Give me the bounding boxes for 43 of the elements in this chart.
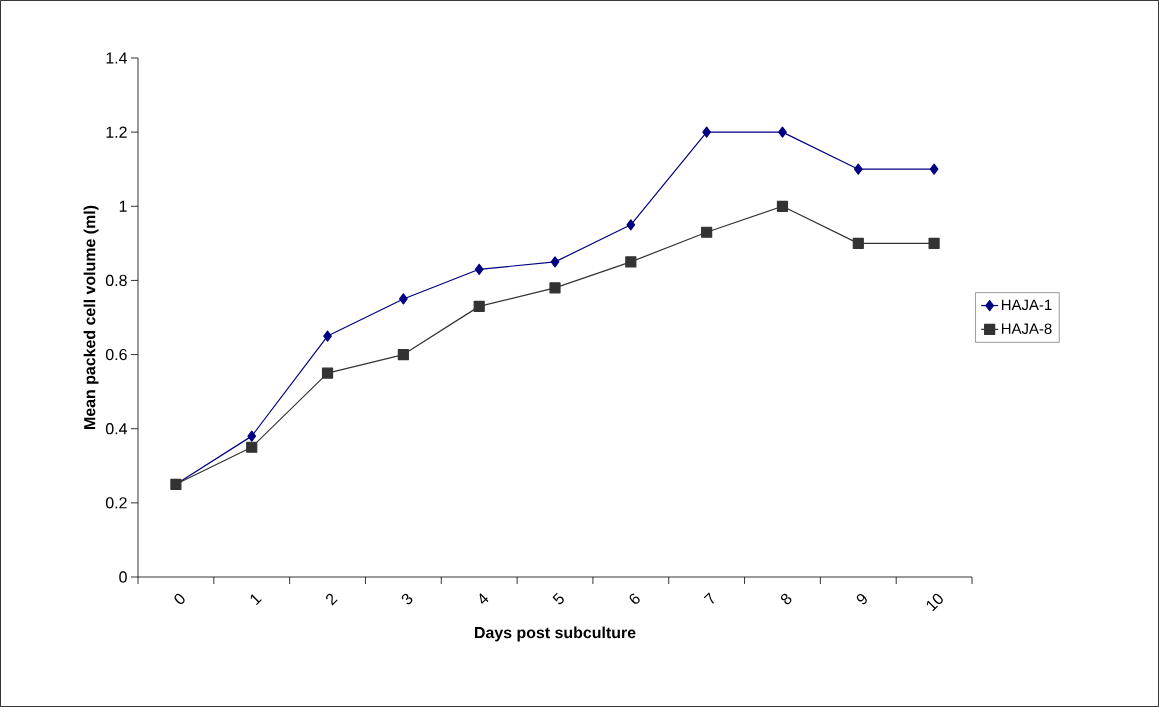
point: [399, 293, 408, 305]
point: [701, 226, 713, 238]
y-tick-label: 1.2: [106, 126, 127, 138]
legend-label: HAJA-8: [1001, 323, 1052, 334]
x-tick-label: 7: [703, 592, 714, 604]
y-tick-label: 0.8: [105, 274, 127, 287]
x-tick-label: 4: [479, 593, 489, 604]
x-tick-label: 5: [552, 592, 564, 605]
point: [776, 200, 789, 212]
point: [625, 256, 637, 268]
x-tick-label: 8: [780, 593, 792, 605]
x-tick-label: 2: [326, 593, 338, 606]
point: [853, 163, 863, 175]
point: [246, 441, 258, 453]
point: [928, 237, 940, 249]
y-axis-title: Mean packed cell volume (ml): [83, 205, 99, 429]
point: [247, 430, 257, 442]
legend-label: HAJA-1: [1001, 299, 1052, 311]
x-tick-label: 3: [401, 593, 413, 605]
point: [397, 348, 409, 361]
x-tick-label: 9: [856, 593, 867, 605]
y-tick-label: 0: [119, 571, 127, 583]
point: [550, 256, 560, 268]
y-tick-label: 1: [119, 200, 127, 212]
point: [321, 367, 334, 379]
y-tick-label: 0.6: [105, 348, 127, 361]
point: [702, 126, 711, 138]
point: [323, 330, 332, 342]
x-tick-label: 10: [926, 593, 943, 612]
point: [474, 263, 484, 275]
x-axis-title: Days post subculture: [475, 626, 636, 642]
x-tick-label: 0: [174, 593, 185, 604]
point: [852, 237, 864, 249]
point: [778, 126, 787, 138]
x-tick-label: 1: [250, 594, 262, 605]
point: [473, 300, 485, 312]
point: [626, 219, 636, 231]
y-tick-label: 0.2: [105, 497, 127, 509]
point: [549, 282, 561, 294]
point: [929, 163, 939, 175]
x-tick-label: 6: [629, 593, 640, 604]
y-tick-label: 1.4: [106, 52, 128, 64]
y-tick-label: 0.4: [105, 423, 128, 435]
